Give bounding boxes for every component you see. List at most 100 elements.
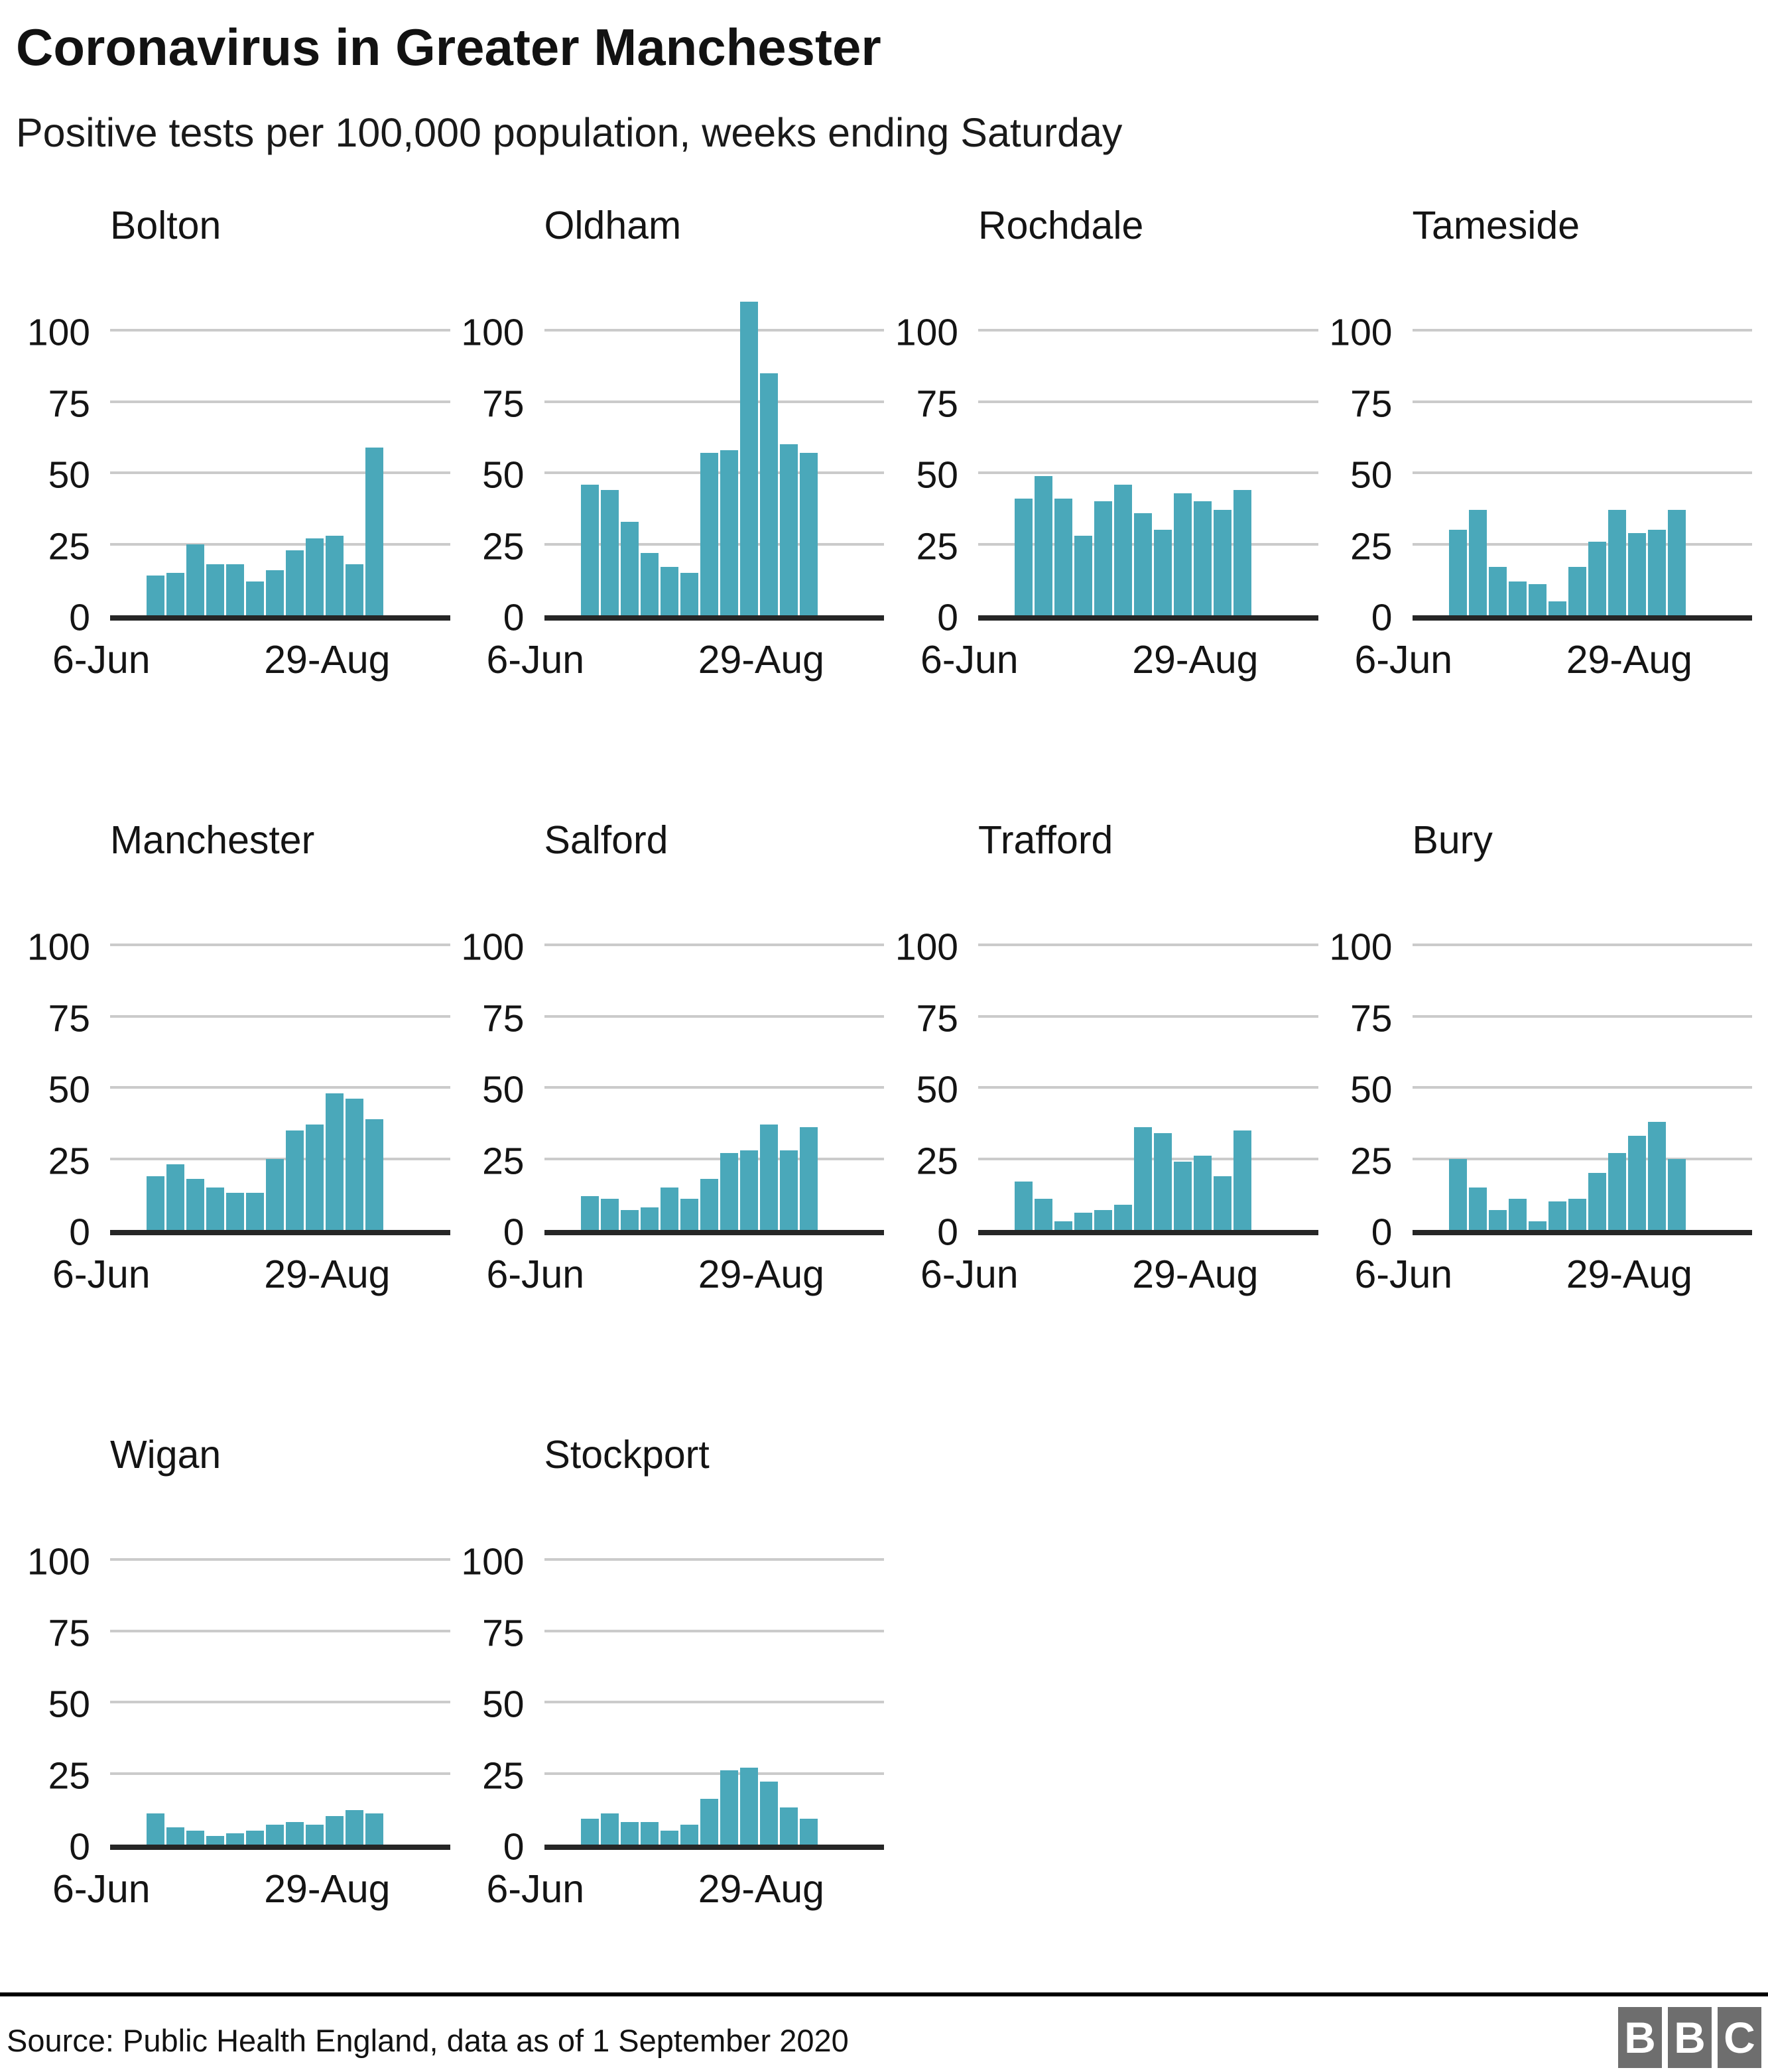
- bar: [266, 1824, 284, 1845]
- bar: [620, 1210, 639, 1231]
- gridline: [110, 944, 450, 947]
- chart-title: Manchester: [110, 818, 315, 863]
- plot-area: [1412, 890, 1752, 1236]
- bbc-logo: B B C: [1618, 2007, 1761, 2068]
- x-axis-line: [1412, 1230, 1752, 1236]
- bar: [779, 1150, 798, 1231]
- y-tick-label: 75: [48, 383, 90, 426]
- bar: [600, 1813, 619, 1845]
- footer: Source: Public Health England, data as o…: [0, 1992, 1768, 2072]
- y-tick-label: 25: [482, 1754, 525, 1798]
- x-axis-labels: 6-Jun 29-Aug: [487, 637, 825, 684]
- y-tick-label: 0: [1371, 1211, 1393, 1254]
- bar: [1154, 530, 1172, 616]
- y-tick-label: 0: [69, 1211, 90, 1254]
- bar: [1627, 532, 1646, 616]
- gridline: [544, 1014, 884, 1018]
- bar: [660, 1830, 678, 1845]
- gridline: [1412, 400, 1752, 403]
- gridline: [544, 944, 884, 947]
- gridline: [544, 1629, 884, 1632]
- plot-area: [544, 890, 884, 1236]
- chart-body: 0 25 50 75 100: [16, 890, 450, 1251]
- y-tick-label: 100: [895, 311, 958, 354]
- chart-title: Bolton: [110, 204, 221, 248]
- chart-title: Oldham: [544, 204, 682, 248]
- charts-grid: Bolton 0 25 50 75 100 6-Jun 29-Aug Oldham 0 25 50 75…: [0, 202, 1768, 1912]
- gridline: [110, 1014, 450, 1018]
- bars-group: [1448, 1121, 1686, 1231]
- y-tick-label: 25: [1350, 1140, 1393, 1183]
- bar: [206, 1836, 224, 1845]
- y-tick-label: 25: [48, 1754, 90, 1798]
- plot-area: [978, 276, 1318, 621]
- y-tick-label: 100: [27, 926, 90, 969]
- bar: [600, 490, 619, 616]
- bars-group: [147, 447, 383, 616]
- bars-group: [1448, 510, 1686, 616]
- x-tick-label-last: 29-Aug: [264, 638, 391, 682]
- gridline: [544, 1157, 884, 1160]
- y-tick-label: 25: [916, 1140, 958, 1183]
- bar: [306, 1824, 324, 1845]
- bar: [147, 576, 164, 616]
- x-axis-line: [1412, 615, 1752, 621]
- x-tick-label-last: 29-Aug: [698, 1867, 824, 1912]
- page-subtitle: Positive tests per 100,000 population, w…: [16, 110, 1123, 156]
- chart-body: 0 25 50 75 100: [1318, 276, 1752, 637]
- gridline: [978, 1086, 1318, 1089]
- x-axis-labels: 6-Jun 29-Aug: [52, 1866, 391, 1913]
- y-axis: 0 25 50 75 100: [450, 890, 535, 1251]
- y-tick-label: 0: [69, 596, 90, 639]
- chart-title: Wigan: [110, 1433, 221, 1477]
- x-tick-label-first: 6-Jun: [920, 638, 1019, 682]
- y-axis: 0 25 50 75 100: [16, 1505, 101, 1866]
- chart-body: 0 25 50 75 100: [450, 1505, 884, 1866]
- gridline: [1412, 1157, 1752, 1160]
- x-tick-label-last: 29-Aug: [264, 1867, 391, 1912]
- plot-area: [110, 1505, 450, 1851]
- y-tick-label: 50: [482, 454, 525, 497]
- bar: [365, 447, 383, 616]
- bar: [1667, 510, 1686, 616]
- chart-stockport: Stockport 0 25 50 75 100 6-Jun 29-Aug: [450, 1431, 884, 1913]
- bar: [1588, 1173, 1606, 1231]
- bar: [246, 1193, 264, 1231]
- bars-group: [147, 1093, 383, 1231]
- bars-group: [1015, 475, 1251, 616]
- bbc-logo-block: B: [1668, 2007, 1712, 2068]
- chart-body: 0 25 50 75 100: [450, 276, 884, 637]
- x-axis-labels: 6-Jun 29-Aug: [920, 637, 1259, 684]
- gridline: [544, 329, 884, 332]
- bar: [680, 1824, 698, 1845]
- bars-group: [147, 1810, 383, 1845]
- y-tick-label: 50: [48, 1683, 90, 1726]
- y-tick-label: 25: [48, 1140, 90, 1183]
- y-tick-label: 50: [916, 1068, 958, 1111]
- y-tick-label: 100: [1329, 926, 1393, 969]
- plot-area: [978, 890, 1318, 1236]
- y-tick-label: 75: [48, 997, 90, 1040]
- gridline: [1412, 1014, 1752, 1018]
- bar: [1588, 541, 1606, 616]
- bar: [1488, 567, 1507, 616]
- bar: [1488, 1210, 1507, 1231]
- bbc-logo-block: B: [1618, 2007, 1662, 2068]
- bar: [1054, 1221, 1072, 1231]
- chart-wigan: Wigan 0 25 50 75 100 6-Jun 29-Aug: [16, 1431, 450, 1913]
- bars-group: [580, 1767, 818, 1845]
- x-tick-label-last: 29-Aug: [698, 1252, 824, 1297]
- bbc-logo-block: C: [1718, 2007, 1761, 2068]
- chart-title: Tameside: [1412, 204, 1580, 248]
- gridline: [544, 1772, 884, 1775]
- y-axis: 0 25 50 75 100: [16, 276, 101, 637]
- bar: [1508, 581, 1527, 616]
- bar: [186, 1830, 204, 1845]
- bar: [206, 1187, 224, 1231]
- chart-bury: Bury 0 25 50 75 100 6-Jun 29-Aug: [1318, 816, 1752, 1298]
- bar: [1568, 567, 1586, 616]
- bar: [759, 1782, 778, 1845]
- chart-trafford: Trafford 0 25 50 75 100 6-Jun 29-Aug: [884, 816, 1318, 1298]
- bar: [166, 1164, 184, 1231]
- y-tick-label: 75: [916, 997, 958, 1040]
